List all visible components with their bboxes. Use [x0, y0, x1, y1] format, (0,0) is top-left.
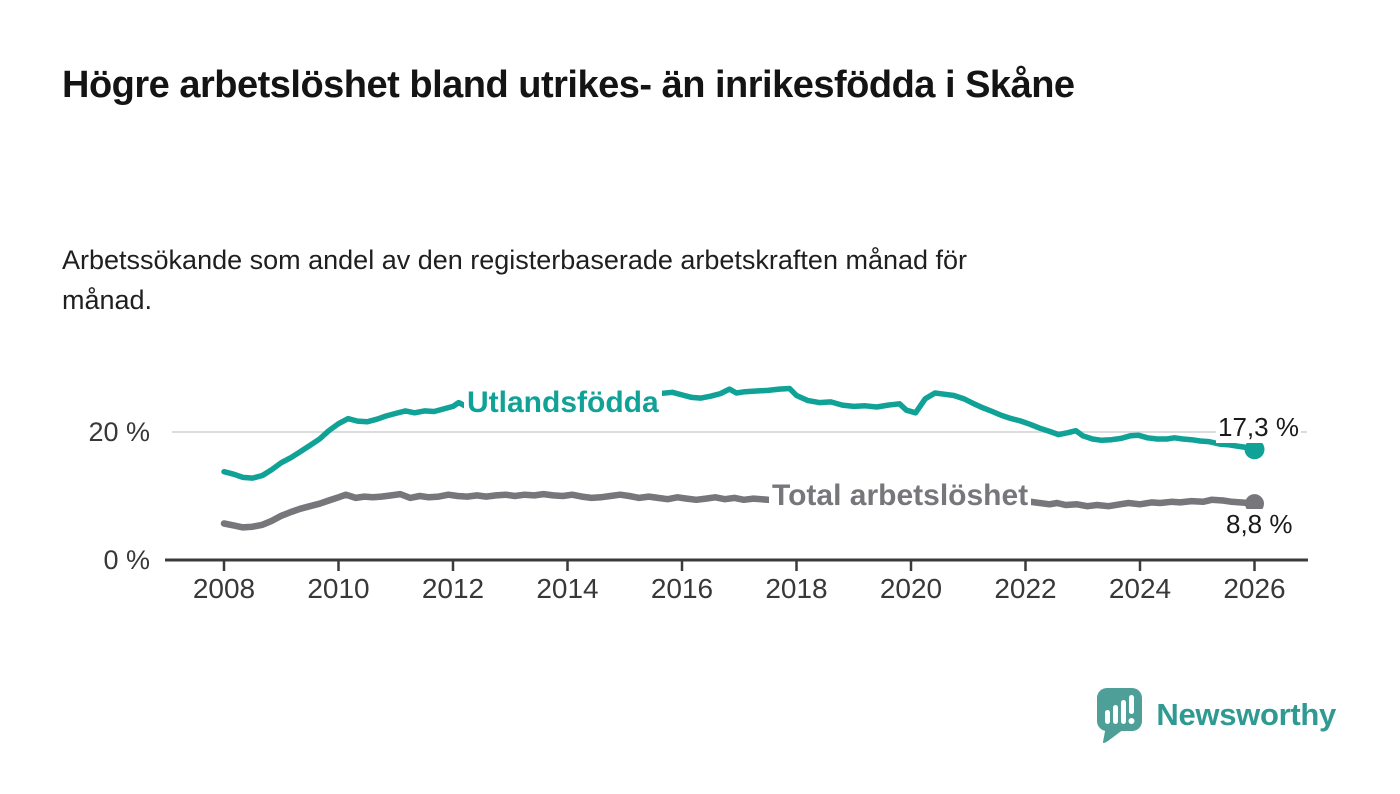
x-axis-tick-label: 2022 — [994, 573, 1057, 604]
series-line-utlandsfodda — [221, 385, 1258, 481]
x-axis-tick-label: 2014 — [536, 573, 599, 604]
chart-subtitle: Arbetssökande som andel av den registerb… — [62, 245, 968, 315]
page-title: Högre arbetslöshet bland utrikes- än inr… — [62, 64, 1075, 106]
x-axis-tick-label: 2008 — [192, 573, 256, 604]
series-label-utlandsfodda: Utlandsfödda — [464, 385, 662, 421]
speech-bubble-icon — [1097, 688, 1143, 744]
y-axis-label-20: 20 % — [88, 417, 150, 447]
end-value-label-utlandsfodda: 17,3 % — [1216, 412, 1301, 443]
x-axis-tick-label: 2020 — [879, 573, 943, 604]
x-axis-tick-label: 2016 — [650, 573, 714, 604]
newsworthy-wordmark: Newsworthy — [1156, 697, 1336, 732]
series-label-total: Total arbetslöshet — [769, 478, 1032, 514]
series-end-dot-total — [1245, 494, 1264, 514]
x-axis-tick-label: 2024 — [1108, 573, 1172, 604]
x-axis-tick-label: 2012 — [421, 573, 485, 604]
series-end-dot-utlandsfodda — [1244, 439, 1265, 460]
x-axis-tick-label: 2010 — [307, 573, 370, 604]
y-axis-label-0: 0 % — [103, 545, 150, 575]
newsworthy-logo-icon — [1097, 688, 1143, 744]
newsworthy-brand: Newsworthy — [1096, 686, 1336, 744]
end-value-label-total: 8,8 % — [1224, 509, 1295, 540]
x-axis-tick-label: 2026 — [1223, 573, 1286, 604]
series-line-total — [220, 485, 1258, 531]
x-axis-tick-label: 2018 — [765, 573, 828, 604]
